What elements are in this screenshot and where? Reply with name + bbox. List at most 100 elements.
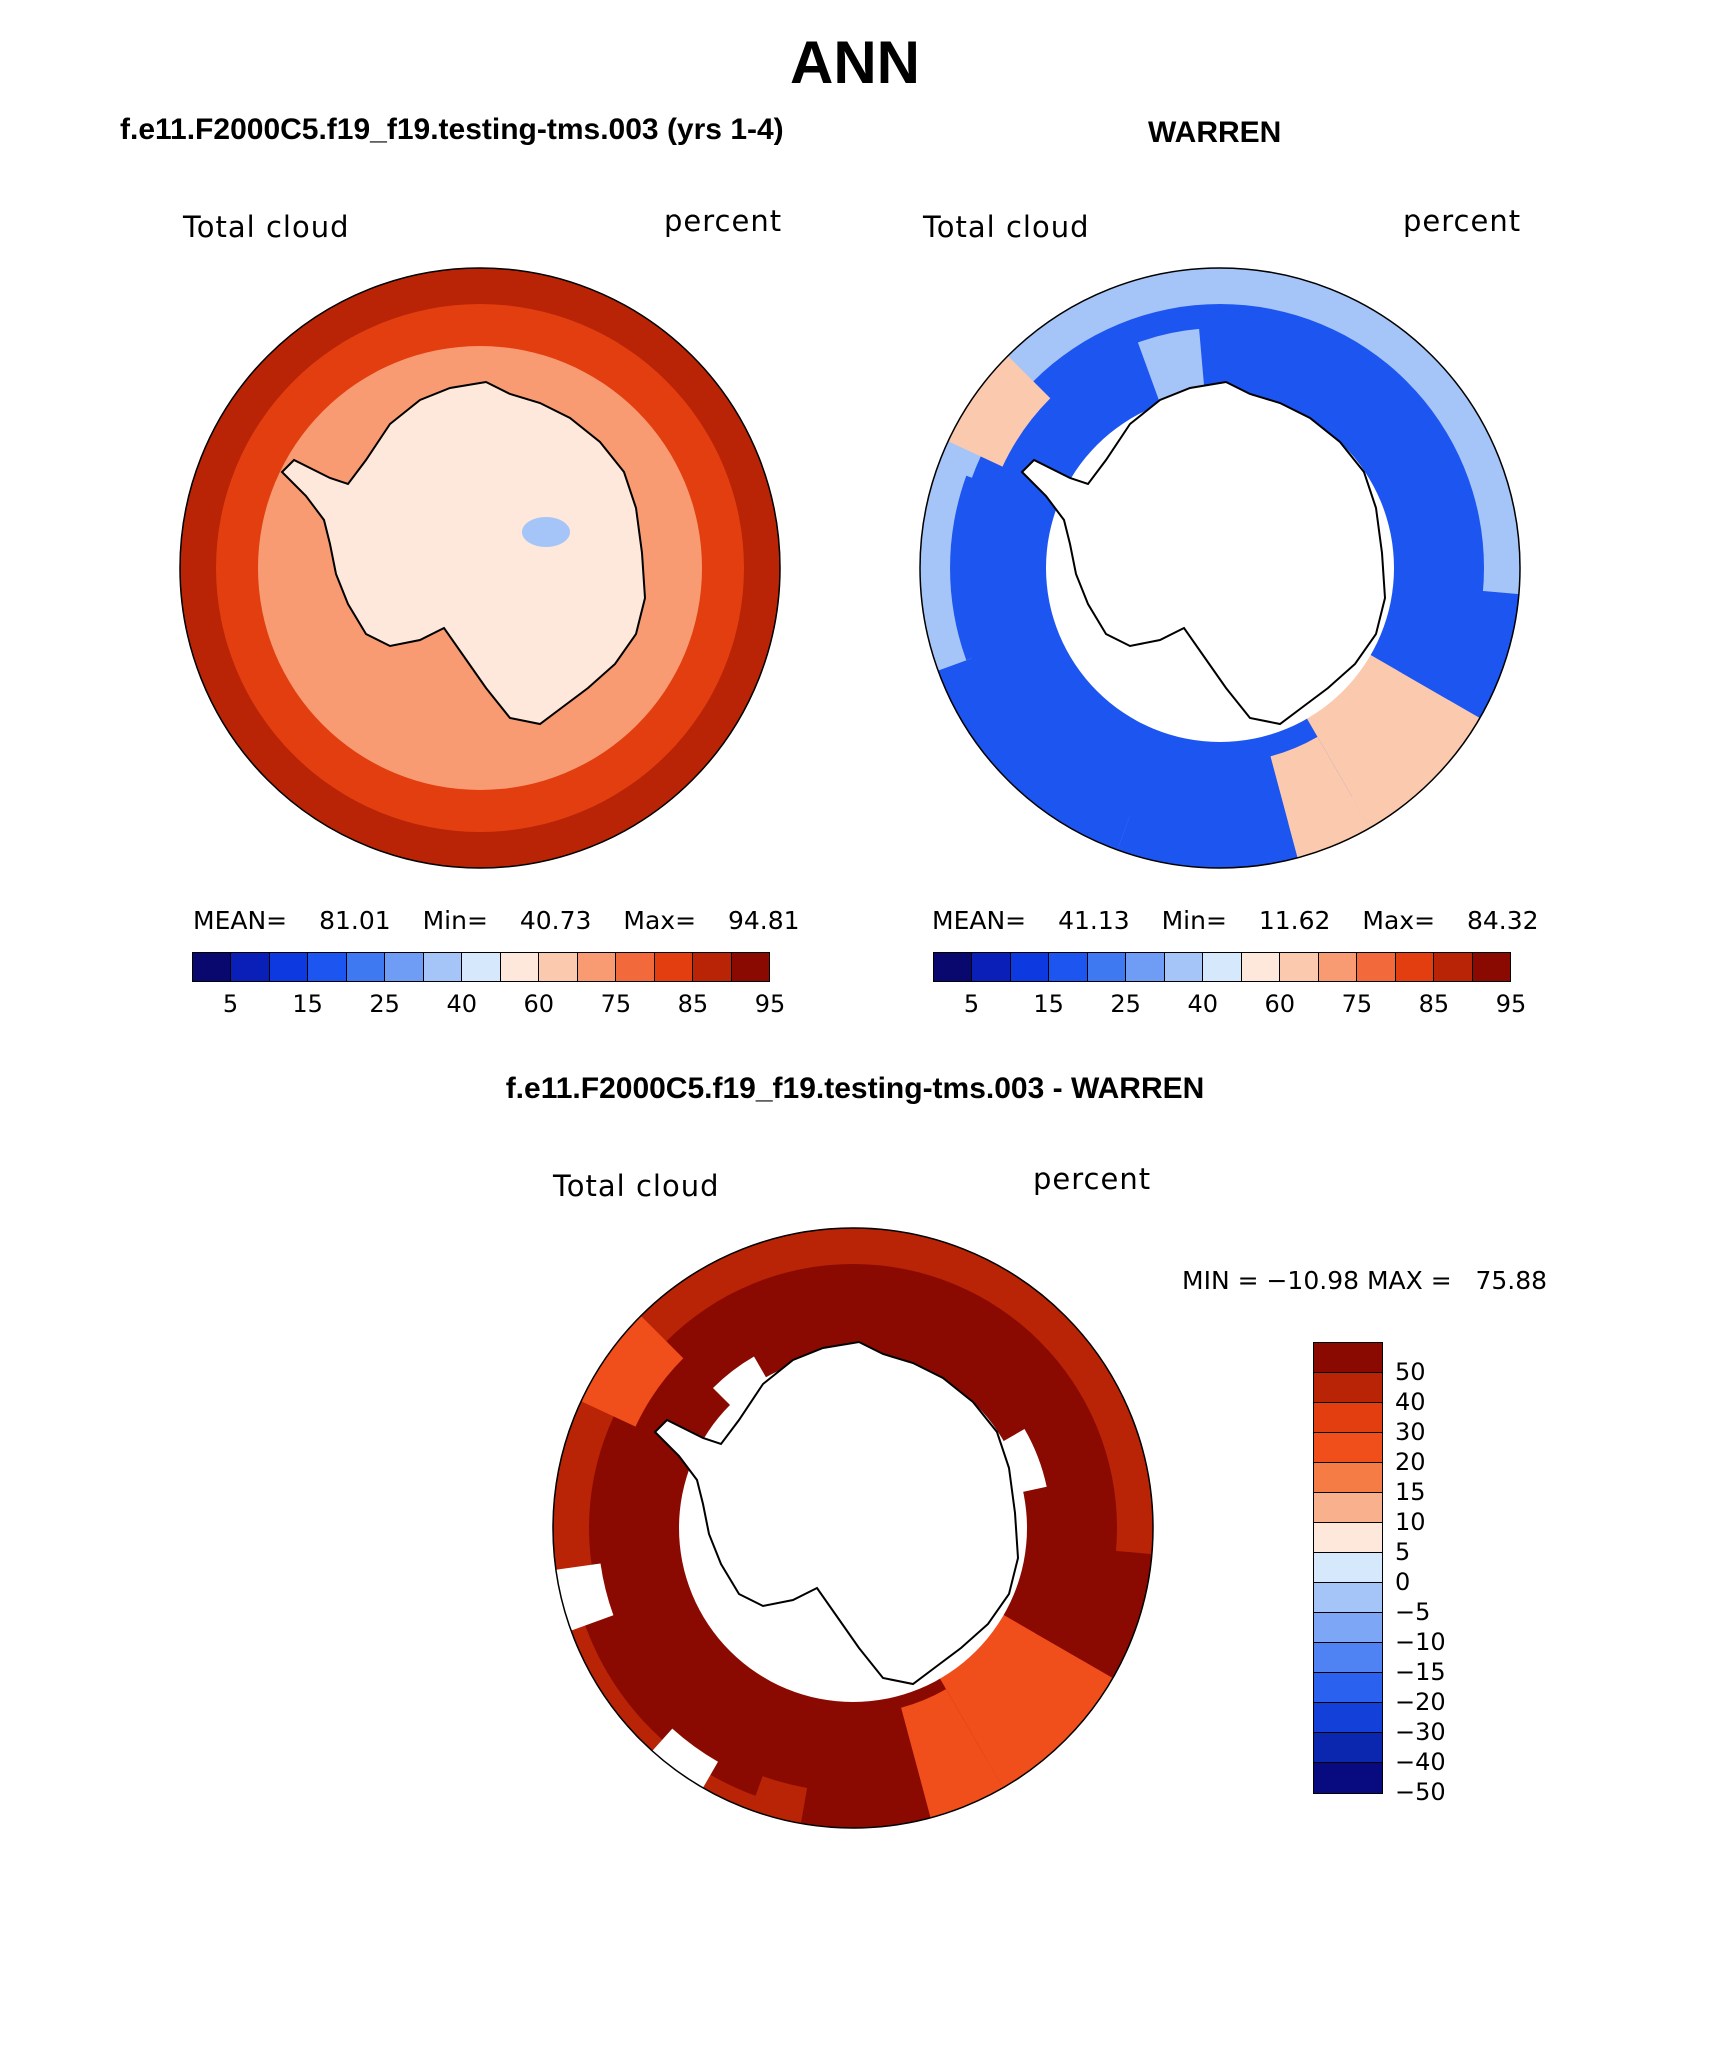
zone-block [632, 1296, 784, 1446]
colorbar-swatch [693, 953, 732, 981]
colorbar-swatch [972, 953, 1011, 981]
colorbar-tick-label: 85 [677, 990, 709, 1018]
plateau-minimum [522, 517, 570, 547]
colorbar-tick-label: 25 [369, 990, 400, 1018]
colorbar-swatch [1087, 953, 1127, 981]
panel1-units-label: percent [664, 204, 783, 238]
diff-title: f.e11.F2000C5.f19_f19.testing-tms.003 - … [505, 1072, 1205, 1105]
colorbar-tick-label: 95 [1495, 990, 1527, 1018]
panel1-map [179, 267, 781, 869]
continent-fill [1022, 382, 1385, 724]
colorbar-swatch [1314, 1463, 1382, 1493]
colorbar-tick-label: 25 [1110, 990, 1141, 1018]
colorbar-tick-label: 15 [1033, 990, 1064, 1018]
map-border [179, 267, 781, 869]
colorbar-swatch [1314, 1523, 1382, 1553]
colorbar-tick-label: 15 [292, 990, 323, 1018]
colorbar-tick-label: −40 [1395, 1748, 1446, 1776]
colorbar-tick-label: −30 [1395, 1718, 1446, 1746]
colorbar-swatch [1314, 1583, 1382, 1613]
colorbar-swatch [231, 953, 270, 981]
zone-missing [555, 1563, 614, 1631]
colorbar-tick-label: 5 [222, 990, 239, 1018]
coastline [653, 1340, 1020, 1686]
zone-block [1034, 1546, 1152, 1678]
colorbar-swatch [1314, 1553, 1382, 1583]
colorbar-tick-label: 60 [523, 990, 555, 1018]
colorbar-swatch [1164, 953, 1204, 981]
panel2-variable-label: Total cloud [923, 210, 1090, 244]
panel1-variable-label: Total cloud [183, 210, 350, 244]
zone-block [901, 1689, 1003, 1818]
colorbar-tick-label: 40 [446, 990, 477, 1018]
colorbar-swatch [1010, 953, 1050, 981]
colorbar-swatch [1357, 953, 1396, 981]
colorbar-tick-label: 95 [754, 990, 786, 1018]
coastline [1020, 380, 1387, 726]
panel1-max-label: Max= [623, 906, 697, 935]
colorbar-swatch [1314, 1643, 1382, 1673]
zone-block [1401, 586, 1519, 718]
colorbar-swatch [1126, 953, 1165, 981]
colorbar-tick-label: 50 [1395, 1358, 1426, 1386]
colorbar-swatch [654, 953, 694, 981]
zone-block [581, 1315, 684, 1427]
colorbar-swatch [1049, 953, 1088, 981]
zone-block [800, 1701, 931, 1828]
colorbar-swatch [500, 953, 540, 981]
map-field [553, 1228, 1153, 1828]
colorbar-tick-label: 85 [1418, 990, 1450, 1018]
panel2-mean-label: MEAN= [932, 906, 1027, 935]
zone-missing [995, 1429, 1047, 1494]
colorbar-swatch [308, 953, 347, 981]
colorbar-swatch [1395, 953, 1435, 981]
panel1-stats: MEAN= 81.01 Min= 40.73 Max= 94.81 [193, 906, 800, 935]
panel2-max-value: 84.32 [1467, 906, 1539, 935]
colorbar-swatch [269, 953, 309, 981]
panel2-map [919, 267, 1521, 869]
colorbar-swatch [1314, 1343, 1382, 1373]
panel1-max-value: 94.81 [728, 906, 800, 935]
colorbar-tick-label: −50 [1395, 1778, 1446, 1806]
diff-minmax: MIN = −10.98 MAX = 75.88 [1182, 1266, 1548, 1295]
panel2-min-value: 11.62 [1258, 906, 1331, 935]
colorbar-tick-label: 5 [963, 990, 980, 1018]
colorbar-swatch [1241, 953, 1281, 981]
colorbar-tick-label: −15 [1395, 1658, 1446, 1686]
panel1-min-value: 40.73 [519, 906, 592, 935]
colorbar-tick-label: 40 [1187, 990, 1218, 1018]
panel1-mean-value: 81.01 [319, 906, 391, 935]
diff-map [552, 1227, 1154, 1829]
continent-fill [655, 1342, 1018, 1684]
panel2-mean-value: 41.13 [1058, 906, 1130, 935]
colorbar-swatch [385, 953, 424, 981]
diff-units-label: percent [1033, 1162, 1152, 1196]
zone-block [1270, 736, 1370, 858]
colorbar-tick-label: 75 [600, 990, 632, 1018]
colorbar-tick-label: 60 [1264, 990, 1296, 1018]
colorbar-swatch [1203, 953, 1242, 981]
colorbar-swatch [934, 953, 973, 981]
zone-block [950, 475, 1079, 661]
colorbar-swatch [462, 953, 501, 981]
colorbar-tick-label: 15 [1395, 1478, 1426, 1506]
panel2-units-label: percent [1403, 204, 1522, 238]
zone-block [1302, 650, 1480, 828]
colorbar-tick-label: 40 [1395, 1388, 1426, 1416]
colorbar-tick-label: 10 [1395, 1508, 1426, 1536]
colorbar-tick-label: −20 [1395, 1688, 1446, 1716]
colorbar-swatch [1314, 1373, 1382, 1403]
colorbar-swatch [1280, 953, 1319, 981]
panel1-mean-label: MEAN= [193, 906, 288, 935]
zone-block [948, 355, 1051, 467]
colorbar-swatch [346, 953, 386, 981]
colorbar-swatch [1314, 1433, 1382, 1463]
panel2-stats: MEAN= 41.13 Min= 11.62 Max= 84.32 [932, 906, 1539, 935]
panel1-min-label: Min= [422, 906, 488, 935]
colorbar-tick-label: 20 [1395, 1448, 1426, 1476]
colorbar-swatch [1314, 1403, 1382, 1433]
colorbar-swatch [1314, 1733, 1382, 1763]
zone-missing [713, 1356, 771, 1412]
panel2-colorbar [933, 952, 1511, 982]
colorbar-swatch [1472, 953, 1511, 981]
